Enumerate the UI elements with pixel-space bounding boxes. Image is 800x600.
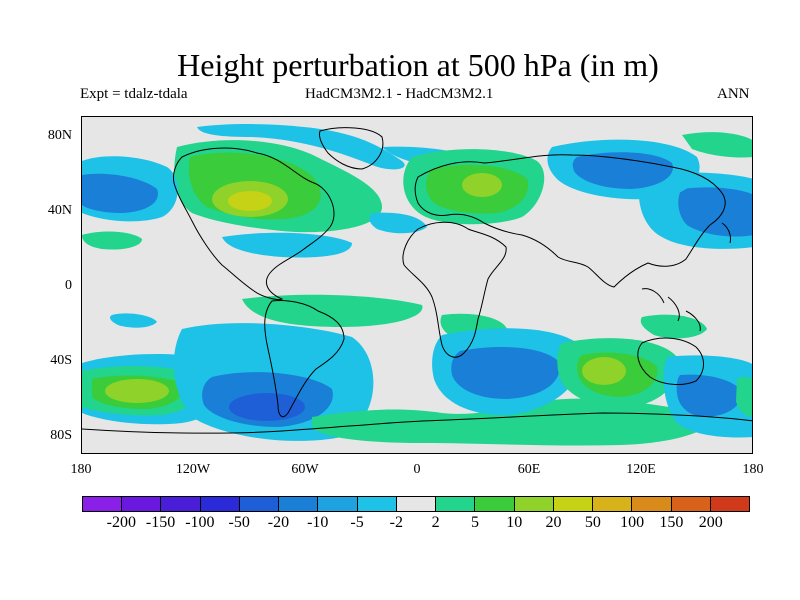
colorbar bbox=[82, 496, 750, 512]
colorbar-swatch bbox=[593, 497, 633, 511]
asia-negative-anomaly bbox=[222, 132, 752, 258]
colorbar-level-label: -150 bbox=[145, 514, 176, 531]
colorbar-level-label: 10 bbox=[506, 514, 523, 531]
colorbar-level-label: -10 bbox=[307, 514, 329, 531]
south-america-negative-anomaly bbox=[173, 323, 374, 441]
colorbar-swatch bbox=[514, 497, 554, 511]
colorbar-swatch bbox=[239, 497, 280, 511]
colorbar-swatch bbox=[396, 497, 437, 511]
eurasia-coast bbox=[414, 154, 726, 288]
colorbar-level-label: 50 bbox=[584, 514, 601, 531]
antarctica-coast bbox=[82, 412, 752, 434]
colorbar-swatch bbox=[161, 497, 201, 511]
colorbar-swatch bbox=[357, 497, 397, 511]
colorbar-swatch bbox=[710, 497, 749, 511]
lat-label-80s: 80S bbox=[50, 428, 72, 443]
africa-coast bbox=[402, 221, 507, 358]
lon-label-180e: 180 bbox=[742, 462, 764, 477]
colorbar-level-label: 20 bbox=[545, 514, 562, 531]
colorbar-swatch bbox=[475, 497, 515, 511]
colorbar-swatch bbox=[279, 497, 319, 511]
lon-label-60e: 60E bbox=[517, 462, 541, 477]
colorbar-swatch bbox=[318, 497, 358, 511]
lon-label-180w: 180 bbox=[70, 462, 92, 477]
colorbar-level-label: 2 bbox=[431, 514, 440, 531]
colorbar-swatch bbox=[553, 497, 594, 511]
lon-label-0: 0 bbox=[413, 462, 421, 477]
lon-label-120w: 120W bbox=[175, 462, 211, 477]
colorbar-swatch bbox=[83, 497, 123, 511]
lon-label-120e: 120E bbox=[626, 462, 656, 477]
colorbar-level-label: 5 bbox=[470, 514, 479, 531]
colorbar-level-label: -100 bbox=[185, 514, 215, 531]
colorbar-level-label: 150 bbox=[659, 514, 684, 531]
indian-ocean-anomaly bbox=[432, 328, 752, 438]
experiment-label: Expt = tdalz-tdala bbox=[80, 86, 188, 102]
colorbar-level-label: 200 bbox=[698, 514, 723, 531]
lon-label-60w: 60W bbox=[291, 462, 319, 477]
eurasia-positive-anomaly bbox=[403, 149, 545, 225]
na-positive-anomaly bbox=[174, 140, 382, 233]
colorbar-swatch bbox=[671, 497, 711, 511]
lat-label-40n: 40N bbox=[47, 203, 72, 218]
lat-label-80n: 80N bbox=[47, 128, 72, 143]
colorbar-swatch bbox=[436, 497, 476, 511]
south-america-coast bbox=[264, 300, 345, 418]
map-panel bbox=[81, 116, 753, 454]
colorbar-swatch bbox=[122, 497, 162, 511]
islands-coast bbox=[641, 222, 731, 332]
australia-coast bbox=[637, 337, 704, 385]
colorbar-level-label: -20 bbox=[267, 514, 290, 531]
colorbar-level-label: -200 bbox=[106, 514, 136, 531]
plot-title: Height perturbation at 500 hPa (in m) bbox=[177, 47, 659, 83]
west-pacific-negative bbox=[82, 156, 752, 250]
colorbar-swatch bbox=[200, 497, 240, 511]
colorbar-level-label: -5 bbox=[350, 514, 364, 531]
colorbar-level-label: -50 bbox=[228, 514, 250, 531]
greenland-coast bbox=[319, 127, 384, 170]
colorbar-level-label: 100 bbox=[620, 514, 645, 531]
model-comparison-label: HadCM3M2.1 - HadCM3M2.1 bbox=[305, 86, 494, 102]
colorbar-level-label: -2 bbox=[389, 514, 403, 531]
contour-map bbox=[82, 117, 752, 453]
season-label: ANN bbox=[717, 86, 750, 102]
lat-label-eq: 0 bbox=[65, 278, 72, 293]
southern-ocean-positive-band bbox=[312, 398, 714, 446]
north-america-coast bbox=[173, 147, 335, 300]
coastlines bbox=[82, 127, 752, 434]
colorbar-swatch bbox=[632, 497, 672, 511]
lat-label-40s: 40S bbox=[50, 353, 72, 368]
